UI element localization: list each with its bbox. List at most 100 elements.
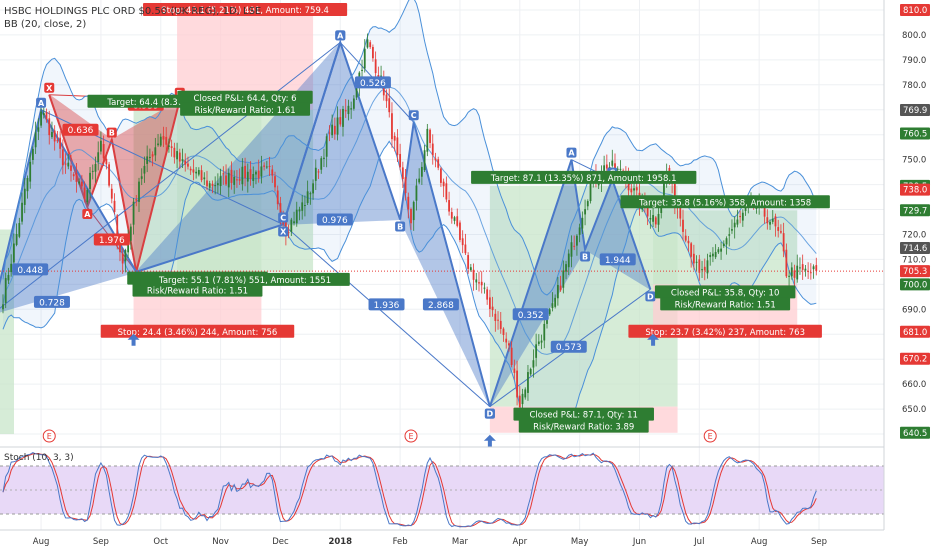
pattern-point-box bbox=[106, 127, 117, 138]
candle-body bbox=[399, 153, 402, 168]
candle-body bbox=[323, 157, 325, 159]
rr-label-box bbox=[660, 297, 791, 311]
candle-body bbox=[314, 167, 317, 181]
pattern-ratio-label: 0.728 bbox=[39, 298, 65, 308]
candle-body bbox=[271, 169, 274, 176]
candle-body bbox=[374, 59, 377, 74]
candle-body bbox=[793, 270, 796, 278]
price-tick-label: 750.0 bbox=[902, 156, 926, 166]
candle-body bbox=[502, 328, 505, 335]
candle-body bbox=[244, 165, 246, 179]
candle-body bbox=[654, 217, 657, 225]
candle-body bbox=[241, 166, 244, 185]
candle-body bbox=[679, 207, 682, 219]
candle-body bbox=[527, 372, 529, 393]
candle-body bbox=[151, 154, 154, 157]
entry-arrow bbox=[127, 333, 140, 346]
candle-body bbox=[298, 209, 301, 212]
closed-label: Closed P&L: 87.1, Qty: 11 bbox=[529, 411, 637, 421]
candle-body bbox=[208, 183, 211, 188]
price-badge-label: 640.5 bbox=[903, 429, 927, 439]
candle-body bbox=[712, 253, 714, 257]
candle-body bbox=[616, 168, 619, 170]
candle-body bbox=[486, 289, 489, 300]
pattern-point-label: D bbox=[647, 292, 654, 301]
candle-body bbox=[336, 117, 339, 135]
event-marker-label: E bbox=[708, 432, 713, 441]
candle-body bbox=[478, 282, 480, 284]
price-tick-label: 710.0 bbox=[902, 255, 926, 265]
target-label: Target: 87.1 (13.35%) 871, Amount: 1958.… bbox=[490, 174, 677, 184]
candle-body bbox=[782, 233, 785, 252]
candle-body bbox=[546, 316, 548, 324]
candle-body bbox=[736, 219, 739, 225]
event-marker-label: E bbox=[408, 432, 413, 441]
candle-body bbox=[276, 190, 279, 205]
candle-body bbox=[396, 137, 399, 156]
rr-label: Risk/Reward Ratio: 1.51 bbox=[147, 287, 248, 297]
pattern-point-label: X bbox=[280, 227, 287, 236]
candle-body bbox=[605, 164, 608, 169]
candle-body bbox=[219, 176, 222, 187]
candle-body bbox=[709, 254, 712, 258]
candle-body bbox=[426, 128, 429, 152]
candle-body bbox=[301, 202, 304, 211]
candle-body bbox=[304, 205, 306, 207]
candle-body bbox=[611, 160, 614, 166]
candle-body bbox=[268, 165, 271, 167]
candle-body bbox=[491, 306, 494, 311]
pattern-ratio-label: 0.636 bbox=[68, 126, 94, 136]
candle-body bbox=[42, 112, 45, 116]
price-badge bbox=[900, 426, 930, 439]
candle-body bbox=[431, 143, 434, 156]
pattern-ratio-label: 0.448 bbox=[17, 266, 43, 276]
candle-body bbox=[505, 338, 508, 343]
candle-body bbox=[236, 179, 238, 181]
candle-body bbox=[138, 181, 140, 202]
candle-body bbox=[429, 129, 431, 143]
pattern-ratio-box bbox=[12, 263, 49, 276]
candle-body bbox=[211, 183, 214, 186]
stochastic-pane: Stoch (10, 3, 3)75.000050.000025.0000 bbox=[0, 446, 932, 528]
candle-body bbox=[442, 181, 445, 187]
candle-body bbox=[633, 188, 635, 191]
entry-arrow bbox=[647, 333, 660, 346]
candle-body bbox=[423, 150, 426, 171]
candle-body bbox=[70, 165, 72, 171]
candle-body bbox=[249, 169, 252, 179]
candle-body bbox=[197, 170, 200, 175]
stop-label: Stop: 24.4 (3.46%) 244, Amount: 756 bbox=[118, 328, 278, 338]
candle-body bbox=[578, 227, 581, 235]
pattern-ratio-label: 1.944 bbox=[605, 256, 631, 266]
stoch-title: Stoch (10, 3, 3) bbox=[4, 453, 74, 463]
price-badge bbox=[900, 278, 930, 291]
pattern-point-box bbox=[82, 209, 93, 220]
candle-body bbox=[801, 264, 804, 270]
candle-body bbox=[222, 173, 225, 175]
candle-body bbox=[355, 88, 358, 98]
closed-label: Closed P&L: 64.4, Qty: 6 bbox=[194, 94, 297, 104]
pattern-ratio-box bbox=[368, 298, 405, 311]
candle-body bbox=[59, 137, 62, 149]
pattern-ratio-box bbox=[512, 308, 549, 321]
candle-body bbox=[279, 203, 282, 218]
candle-body bbox=[83, 187, 86, 199]
candle-body bbox=[682, 219, 684, 232]
candle-body bbox=[21, 202, 23, 222]
candle-body bbox=[257, 170, 260, 179]
candle-body bbox=[97, 152, 100, 162]
pattern-point-box bbox=[484, 408, 495, 419]
candle-body bbox=[2, 304, 4, 310]
candle-body bbox=[467, 255, 470, 269]
candle-body bbox=[401, 167, 404, 180]
candle-body bbox=[309, 193, 312, 195]
candle-body bbox=[440, 168, 442, 183]
candle-body bbox=[168, 145, 170, 147]
candle-body bbox=[567, 253, 570, 268]
bb-upper bbox=[2, 0, 817, 296]
candle-body bbox=[200, 170, 203, 181]
candle-body bbox=[518, 395, 521, 408]
candle-body bbox=[497, 319, 499, 321]
pattern-ratio-label: 0.352 bbox=[518, 311, 544, 321]
